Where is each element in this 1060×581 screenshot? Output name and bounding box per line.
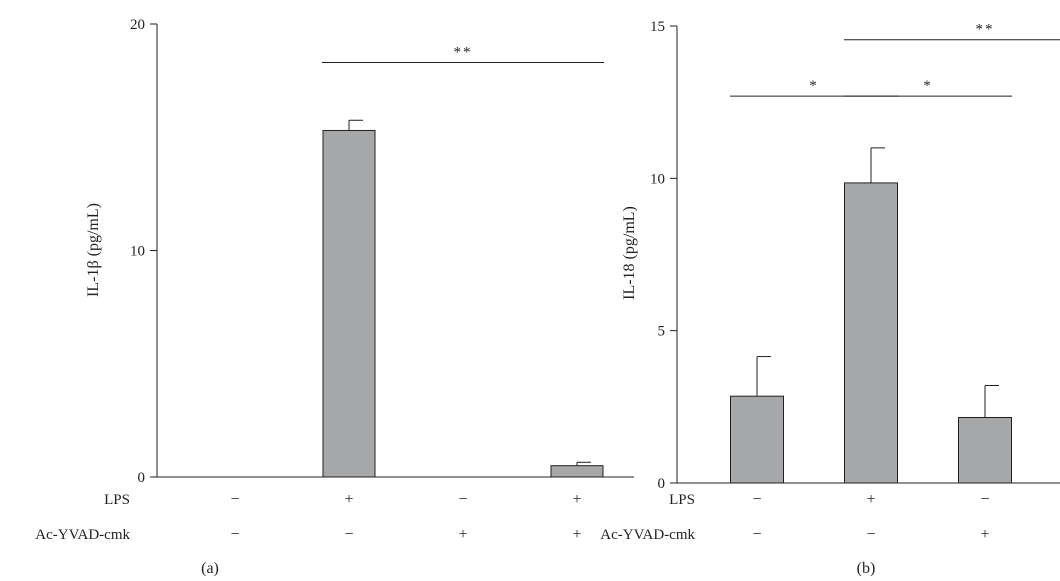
condition-sign: − [752, 526, 761, 543]
condition-label: LPS [669, 492, 695, 508]
significance-label: ** [454, 45, 473, 61]
condition-sign: − [866, 526, 875, 543]
y-tick-label: 0 [658, 476, 666, 492]
y-tick-label: 15 [650, 19, 665, 35]
error-bar [348, 119, 363, 131]
condition-sign: + [866, 491, 875, 508]
condition-sign: − [230, 526, 239, 543]
condition-sign: − [980, 491, 989, 508]
error-bar [756, 356, 771, 397]
y-tick-label: 0 [138, 470, 146, 486]
condition-label: Ac-YVAD-cmk [35, 527, 130, 543]
condition-label: LPS [104, 492, 130, 508]
chart-panel-a: 0 10 20 IL-1β (pg/mL) ** LPS − + − + Ac-YVAD-cmk − −… [35, 17, 634, 577]
bar [844, 182, 898, 484]
condition-sign: − [752, 491, 761, 508]
error-bar [870, 147, 885, 183]
condition-sign: − [458, 491, 467, 508]
condition-label: Ac-YVAD-cmk [600, 527, 695, 543]
condition-sign: + [572, 526, 581, 543]
y-axis-title: IL-1β (pg/mL) [85, 203, 102, 297]
error-bar [576, 461, 591, 466]
condition-sign: + [572, 491, 581, 508]
error-bar [984, 385, 999, 418]
significance-label: ** [976, 22, 995, 38]
y-tick-label: 10 [650, 171, 665, 187]
bar [322, 129, 376, 478]
condition-sign: + [458, 526, 467, 543]
y-tick-label: 20 [130, 17, 145, 33]
panel-caption: (b) [857, 560, 876, 577]
condition-sign: + [344, 491, 353, 508]
y-axis-title: IL-18 (pg/mL) [621, 206, 638, 300]
condition-sign: + [980, 526, 989, 543]
significance-label: * [923, 78, 933, 94]
y-tick-label: 10 [130, 244, 145, 260]
y-tick-label: 5 [658, 324, 666, 340]
bar [550, 465, 604, 478]
significance-label: * [809, 78, 819, 94]
panel-caption: (a) [201, 560, 219, 577]
condition-sign: − [230, 491, 239, 508]
bar [730, 395, 784, 484]
bar [958, 416, 1012, 484]
condition-sign: − [344, 526, 353, 543]
